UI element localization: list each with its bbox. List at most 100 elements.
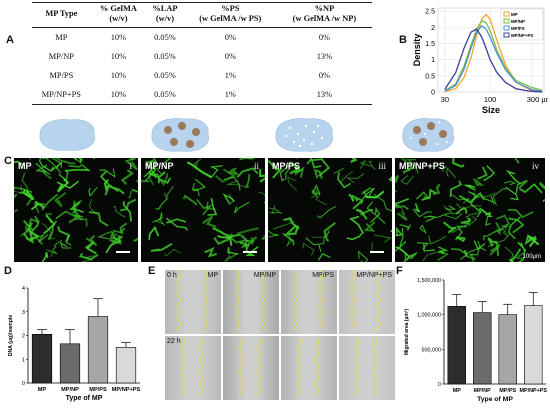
fluorescent-strand [458, 191, 486, 204]
table-cell: 13% [276, 85, 372, 105]
fluorescent-strand [96, 230, 113, 240]
fluorescent-strand [348, 193, 355, 202]
fluorescent-strand [444, 213, 463, 220]
fluorescent-strand [538, 181, 545, 189]
fluorescent-strand [286, 233, 293, 247]
fluorescent-strand [464, 184, 476, 191]
x-tick-label: MP/NP+PS [112, 387, 141, 393]
fluorescent-strand [68, 200, 81, 224]
y-tick-label: 1,500,000 [417, 278, 441, 284]
fluorescent-strand [113, 205, 126, 218]
fluorescent-strand [236, 227, 259, 243]
legend-label: MP/PS [511, 26, 525, 31]
fluorescent-strand [202, 215, 217, 228]
fluorescent-strand [250, 236, 258, 245]
fluorescent-strand [337, 172, 352, 189]
scratch-condition-label: MP/NP [253, 272, 276, 279]
legend-swatch [503, 18, 510, 24]
schematic-mp-np [151, 118, 209, 152]
fluorescent-strand [504, 246, 514, 261]
scratch-image: MP/PS [281, 270, 337, 334]
fluorescent-strand [351, 194, 364, 210]
fluorescent-strand [404, 252, 417, 262]
fluorescent-strand [57, 226, 70, 242]
fluorescent-strand [446, 167, 456, 178]
scratch-assay-grid: MP 0 h MP/NP MP/PS MP/NP+PS 22 h [165, 268, 395, 406]
fluorescent-strand [239, 241, 251, 252]
fluorescent-strand [442, 221, 457, 234]
table-cell: 0% [224, 52, 236, 61]
fluorescent-strand [54, 158, 76, 165]
bar [473, 312, 492, 385]
fluorescent-strand [527, 235, 540, 248]
fluorescent-strand [150, 243, 173, 252]
fluorescent-strand [19, 191, 34, 206]
x-axis-label: Size [482, 105, 500, 115]
fluorescent-strand [399, 223, 412, 231]
fluorescent-strand [119, 222, 128, 235]
y-tick-label: 1 [22, 357, 25, 363]
fluorescent-strand [46, 248, 58, 257]
fluorescent-strand [26, 231, 47, 240]
fluorescent-strand [359, 159, 372, 170]
scratch-time-label: 0 h [167, 272, 177, 279]
table-cell: MP/PS [49, 71, 74, 80]
legend-swatch [503, 32, 510, 38]
fluorescent-strand [163, 185, 174, 200]
bar [498, 314, 517, 385]
fluorescent-strand [449, 180, 462, 198]
fluorescent-strand [165, 217, 188, 231]
fluorescent-strand [363, 187, 376, 199]
fluorescent-strand [268, 230, 279, 238]
fluorescent-strand [88, 211, 109, 227]
scale-bar [243, 251, 257, 253]
scratch-image: 22 h [165, 336, 221, 400]
wound-edge-line [372, 336, 378, 397]
fluorescent-strand [99, 168, 116, 178]
fluorescent-strand [14, 186, 33, 193]
y-tick-label: 1.5 [425, 41, 435, 48]
y-tick-label: 4 [22, 286, 25, 292]
fluorescent-strand [402, 165, 415, 174]
fluorescent-strand [395, 175, 400, 183]
header-line2: (w/v) [109, 14, 128, 23]
fluorescent-strand [422, 251, 444, 262]
fluorescent-strand [451, 247, 469, 257]
fluorescent-strand [400, 158, 411, 167]
fluorescent-strand [105, 236, 122, 254]
fluorescent-strand [505, 170, 522, 185]
fluorescent-strand [395, 226, 404, 237]
fluorescent-strand [182, 194, 198, 206]
wound-edge-line [354, 336, 360, 397]
series-line [444, 25, 543, 93]
fluorescent-strand [53, 192, 67, 208]
scale-bar [370, 251, 384, 253]
fluorescent-strand [507, 216, 522, 240]
micrograph-index: iv [531, 161, 539, 171]
fluorescent-strand [415, 191, 431, 200]
fluorescent-strand [395, 197, 410, 207]
y-axis-label: DNA (µg)/sample [8, 315, 14, 357]
bar [524, 305, 543, 385]
fluorescent-strand [539, 183, 545, 190]
fluorescent-strand [55, 210, 76, 220]
fluorescent-strand [282, 232, 295, 246]
table-cell: 10% [110, 33, 127, 42]
fluorescent-strand [41, 169, 52, 180]
fluorescent-strand [496, 242, 500, 257]
table-header-cell: %PS (w GelMA /w PS) [183, 2, 277, 28]
fluorescent-strand [451, 215, 471, 234]
wound-edge-line [260, 270, 266, 331]
fluorescent-strand [395, 246, 410, 258]
fluorescent-strand [333, 167, 345, 174]
fluorescent-strand [28, 217, 40, 228]
y-tick-label: 0 [22, 381, 25, 387]
fluorescent-strand [39, 158, 51, 172]
fluorescent-strand [368, 160, 376, 170]
y-tick-label: 0 [438, 382, 441, 388]
fluorescent-strand [460, 217, 472, 224]
fluorescent-strand [152, 212, 163, 223]
fluorescent-strand [369, 206, 381, 223]
fluorescent-strand [477, 166, 488, 180]
fluorescent-strand [269, 205, 276, 215]
